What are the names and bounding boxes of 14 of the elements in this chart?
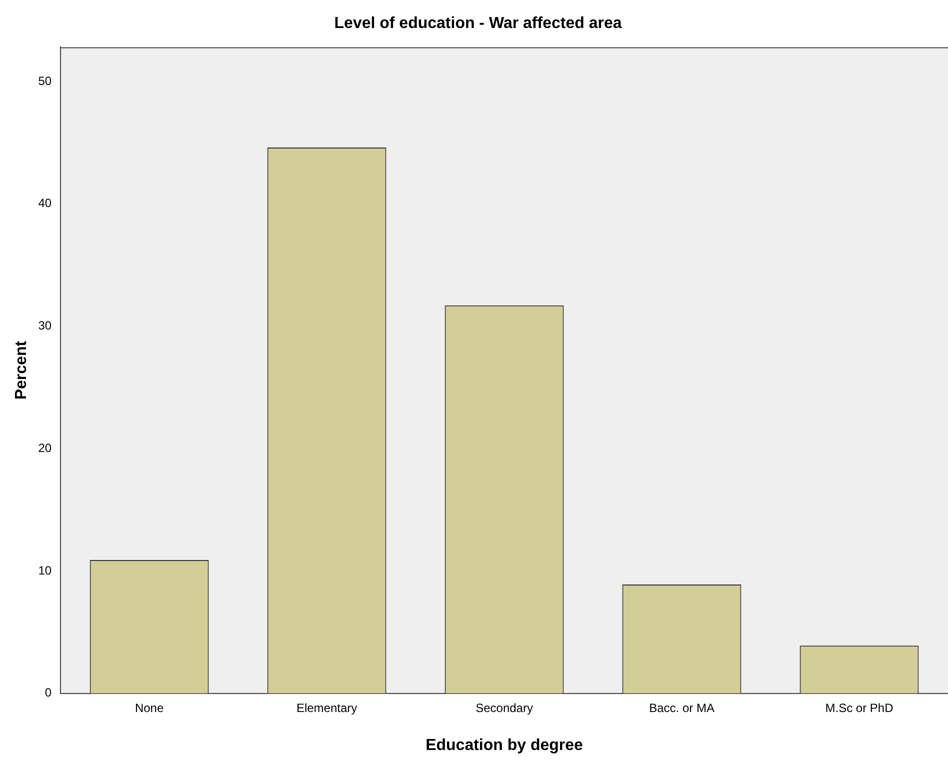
chart-title: Level of education - War affected area [334,15,622,32]
x-axis-title: Education by degree [426,736,584,754]
y-tick-label: 10 [38,563,52,578]
y-axis-title: Percent [13,340,30,400]
x-tick-label: None [134,700,164,715]
x-tick-label: Secondary [476,700,533,715]
x-tick-label: M.Sc or PhD [825,700,894,715]
y-tick-label: 0 [44,686,52,700]
y-tick-label: 20 [38,440,52,455]
x-tick-label: Elementary [296,700,358,715]
y-tick-label: 40 [38,196,52,210]
y-tick-label: 30 [38,318,52,333]
x-tick-label: Bacc. or MA [649,700,714,715]
y-tick-label: 50 [38,74,52,88]
